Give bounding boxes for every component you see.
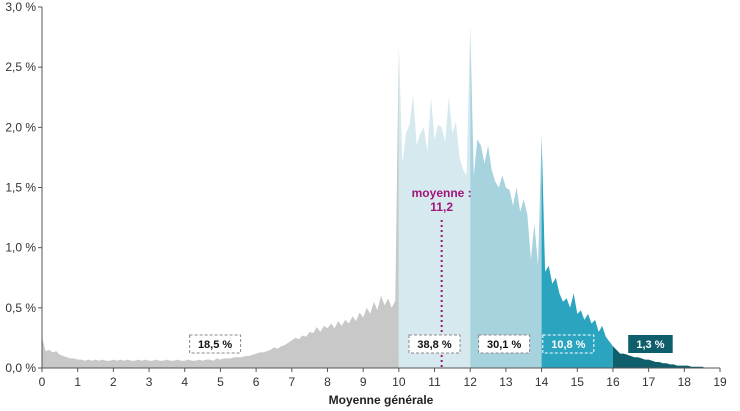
- area-band-1: [42, 43, 399, 368]
- band-label-4: 10,8 %: [551, 339, 585, 351]
- x-tick-label-9: 9: [360, 375, 367, 389]
- x-tick-label-10: 10: [392, 375, 406, 389]
- x-tick-label-3: 3: [146, 375, 153, 389]
- y-tick-label-3: 1,5 %: [5, 181, 36, 195]
- x-tick-label-18: 18: [678, 375, 692, 389]
- x-tick-label-16: 16: [606, 375, 620, 389]
- band-label-1: 18,5 %: [198, 339, 232, 351]
- x-tick-label-14: 14: [535, 375, 549, 389]
- band-labels: 18,5 % 38,8 % 30,1 % 10,8 % 1,3 %: [189, 334, 673, 354]
- x-tick-label-6: 6: [253, 375, 260, 389]
- x-tick-label-12: 12: [464, 375, 478, 389]
- x-tick-label-19: 19: [713, 375, 727, 389]
- x-tick-label-15: 15: [571, 375, 585, 389]
- band-label-box-5: [628, 335, 673, 353]
- band-label-box-2: [408, 334, 461, 354]
- y-tick-label-1: 0,5 %: [5, 301, 36, 315]
- x-tick-label-7: 7: [288, 375, 295, 389]
- area-band-5: [612, 346, 720, 368]
- x-tick-label-8: 8: [324, 375, 331, 389]
- mean-annotation: moyenne :11,2: [412, 186, 472, 368]
- area-series: [42, 25, 720, 368]
- x-tick-label-0: 0: [39, 375, 46, 389]
- band-label-box-1: [189, 334, 242, 354]
- y-tick-label-0: 0,0 %: [5, 361, 36, 375]
- x-tick-label-5: 5: [217, 375, 224, 389]
- x-tick-label-2: 2: [110, 375, 117, 389]
- y-tick-label-6: 3,0 %: [5, 0, 36, 14]
- x-tick-label-1: 1: [74, 375, 81, 389]
- mean-label-line-1: moyenne :: [412, 186, 472, 200]
- y-tick-label-4: 2,0 %: [5, 120, 36, 134]
- area-band-4: [541, 135, 613, 368]
- band-label-2: 38,8 %: [417, 339, 451, 351]
- band-label-box-4: [542, 334, 595, 354]
- x-tick-label-13: 13: [499, 375, 513, 389]
- y-tick-label-2: 1,0 %: [5, 241, 36, 255]
- area-band-3: [470, 25, 542, 368]
- x-axis-title: Moyenne générale: [329, 393, 434, 407]
- axes: 0 1 2 3 4 5 6 7 8 9 10 11 12 13 14 15 16 17 18 190,0 %0,5 %…: [5, 0, 727, 389]
- band-label-5: 1,3 %: [636, 339, 664, 351]
- band-label-box-3: [478, 334, 531, 354]
- x-tick-label-4: 4: [181, 375, 188, 389]
- band-label-3: 30,1 %: [487, 339, 521, 351]
- x-tick-label-17: 17: [642, 375, 656, 389]
- area-band-2: [398, 25, 471, 368]
- mean-label-line-2: 11,2: [430, 200, 453, 214]
- x-tick-label-11: 11: [428, 375, 441, 389]
- y-tick-label-5: 2,5 %: [5, 60, 36, 74]
